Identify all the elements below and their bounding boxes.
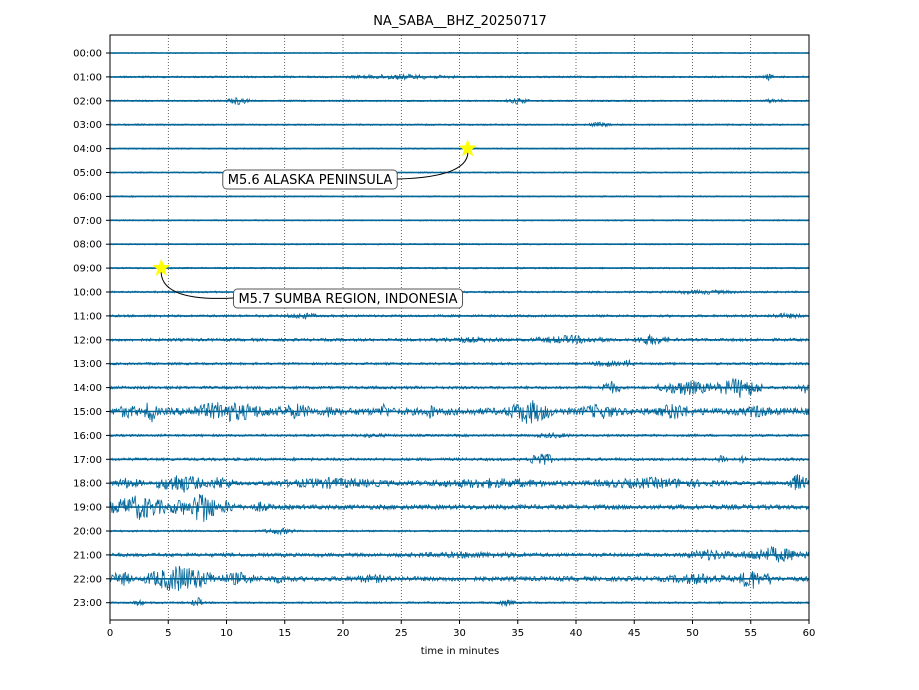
y-tick-label: 01:00 bbox=[73, 72, 102, 83]
trace-row-15:00 bbox=[109, 400, 809, 424]
trace-row-19:00 bbox=[109, 494, 809, 522]
y-tick-label: 09:00 bbox=[73, 264, 102, 275]
chart-title: NA_SABA__BHZ_20250717 bbox=[373, 14, 547, 29]
x-tick-label: 20 bbox=[337, 628, 350, 639]
y-tick-label: 20:00 bbox=[73, 527, 102, 538]
y-tick-label: 14:00 bbox=[73, 383, 102, 394]
y-tick-label: 10:00 bbox=[73, 288, 102, 299]
y-tick-label: 05:00 bbox=[73, 168, 102, 179]
x-tick-label: 40 bbox=[570, 628, 583, 639]
x-tick-label: 35 bbox=[511, 628, 524, 639]
y-tick-label: 13:00 bbox=[73, 359, 102, 370]
y-tick-label: 08:00 bbox=[73, 240, 102, 251]
x-tick-labels: 0 5 10 15 20 25 30 35 40 45 50 55 60 bbox=[107, 620, 816, 639]
x-tick-label: 45 bbox=[628, 628, 641, 639]
event-label: M5.6 ALASKA PENINSULA bbox=[228, 173, 393, 188]
x-tick-label: 50 bbox=[686, 628, 699, 639]
x-tick-label: 30 bbox=[453, 628, 466, 639]
y-tick-label: 15:00 bbox=[73, 407, 102, 418]
x-tick-label: 60 bbox=[803, 628, 816, 639]
y-tick-label: 17:00 bbox=[73, 455, 102, 466]
y-tick-labels: 00:00 01:00 02:00 03:00 04:00 05:00 06:00 07:00… bbox=[73, 49, 110, 609]
x-tick-label: 25 bbox=[395, 628, 408, 639]
event-star-icon bbox=[458, 139, 477, 157]
event-annotations: M5.6 ALASKA PENINSULA M5.7 SUMBA REGION, … bbox=[152, 139, 477, 309]
event-connector bbox=[160, 268, 234, 299]
x-tick-label: 0 bbox=[107, 628, 113, 639]
event-connector bbox=[397, 148, 469, 180]
x-axis-label: time in minutes bbox=[421, 646, 500, 657]
y-tick-label: 03:00 bbox=[73, 120, 102, 131]
y-tick-label: 04:00 bbox=[73, 144, 102, 155]
y-tick-label: 07:00 bbox=[73, 216, 102, 227]
x-tick-label: 15 bbox=[278, 628, 291, 639]
x-tick-label: 10 bbox=[220, 628, 233, 639]
y-tick-label: 22:00 bbox=[73, 574, 102, 585]
plot-frame bbox=[109, 34, 810, 621]
y-tick-label: 21:00 bbox=[73, 550, 102, 561]
event-label-box bbox=[222, 169, 398, 190]
y-tick-label: 23:00 bbox=[73, 598, 102, 609]
y-tick-label: 06:00 bbox=[73, 192, 102, 203]
y-tick-label: 16:00 bbox=[73, 431, 102, 442]
y-tick-label: 02:00 bbox=[73, 96, 102, 107]
event-star-icon bbox=[152, 258, 171, 276]
x-tick-label: 55 bbox=[744, 628, 757, 639]
y-tick-label: 18:00 bbox=[73, 479, 102, 490]
x-tick-label: 5 bbox=[165, 628, 171, 639]
y-tick-label: 12:00 bbox=[73, 335, 102, 346]
y-tick-label: 19:00 bbox=[73, 503, 102, 514]
event-label: M5.7 SUMBA REGION, INDONESIA bbox=[238, 292, 457, 307]
y-tick-label: 11:00 bbox=[73, 311, 102, 322]
y-tick-label: 00:00 bbox=[73, 49, 102, 60]
trace-row-23:00 bbox=[109, 597, 809, 608]
